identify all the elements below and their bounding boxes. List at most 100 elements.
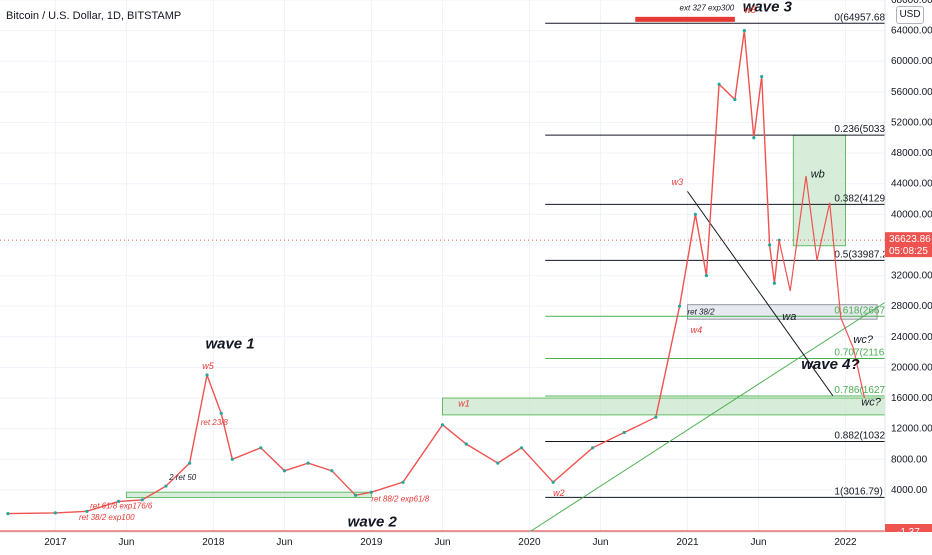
price-line [7, 30, 780, 515]
wave-label: ext 327 exp300 [680, 4, 735, 13]
wave-label: ret 61/8 exp176/6 [90, 501, 153, 510]
time-axis-bg [0, 532, 932, 550]
price-point [6, 512, 10, 516]
wb-target-zone [792, 134, 846, 247]
projection-path [778, 176, 866, 399]
price-tick-label: 16000.00 [891, 393, 932, 404]
support-zone [442, 397, 886, 416]
price-point [768, 243, 772, 247]
fib-level-label: 0.786(16272.14) [834, 385, 907, 396]
price-point [519, 446, 524, 450]
price-point [752, 136, 756, 140]
price-tick-label: 48000.00 [891, 148, 932, 159]
price-point [677, 304, 682, 308]
wave-label: w1 [458, 398, 470, 408]
price-point [622, 430, 626, 435]
wave-label: wave 1 [205, 335, 254, 352]
price-tick-label: 68000.00 [891, 0, 932, 6]
wave-label: w4 [691, 325, 703, 335]
price-point [164, 484, 168, 488]
price-point [760, 74, 764, 79]
price-tick-label: 24000.00 [891, 332, 932, 343]
price-tick-label: 60000.00 [891, 56, 932, 67]
price-tick-label: 44000.00 [891, 179, 932, 190]
price-point [53, 511, 57, 515]
wave-label: ret 23/8 [201, 418, 229, 427]
price-point [772, 281, 776, 285]
price-tick-label: 28000.00 [891, 301, 932, 312]
wave-label: w5 [744, 5, 756, 15]
currency-button[interactable]: USD [896, 6, 924, 24]
wave-label: wb [811, 169, 825, 181]
wave-label: w2 [553, 488, 565, 498]
wave-label: wave 3 [743, 0, 793, 15]
price-axis-bg [885, 0, 932, 550]
price-point [116, 499, 121, 503]
fib-level-label: 0.882(10325.81) [834, 430, 907, 441]
wave2-zone [125, 491, 372, 499]
fib-level-label: 0.382(41296.26) [834, 193, 907, 204]
price-point [330, 469, 334, 473]
wave-label: w5 [202, 361, 214, 371]
price-point [693, 212, 697, 216]
price-tick-label: 32000.00 [891, 271, 932, 282]
time-tick-label: 2019 [360, 537, 383, 548]
price-point [777, 238, 781, 242]
price-point [401, 480, 405, 484]
price-point [733, 97, 737, 102]
price-tick-label: 12000.00 [891, 424, 932, 435]
price-tick-label: 64000.00 [891, 26, 932, 37]
time-tick-label: Jun [434, 537, 450, 548]
price-point [496, 461, 500, 465]
price-point [85, 509, 89, 513]
wave-label: wc? [861, 397, 881, 409]
wave-label: wave 4? [801, 356, 859, 373]
wave-label: wc? [853, 334, 873, 346]
price-point [464, 442, 468, 446]
price-point [219, 411, 223, 415]
ext-bar [635, 16, 735, 22]
price-point [742, 29, 746, 33]
price-point [551, 480, 555, 484]
time-tick-label: Jun [118, 537, 134, 548]
trend-line [529, 301, 886, 533]
price-point [440, 423, 445, 427]
wave-label: ret 38/2 exp100 [79, 513, 135, 522]
time-tick-label: Jun [592, 537, 608, 548]
price-tick-label: 56000.00 [891, 87, 932, 98]
price-point [205, 373, 209, 377]
symbol-header: Bitcoin / U.S. Dollar, 1D, BITSTAMP [6, 10, 182, 22]
time-tick-label: 2018 [202, 537, 225, 548]
price-point [230, 457, 234, 461]
fib-level-label: 0.236(50339.63) [834, 124, 907, 135]
wave-label: ret 88/2 exp61/8 [371, 494, 429, 503]
wave-label: wa [782, 311, 796, 323]
wave-label: wave 2 [348, 514, 398, 531]
price-point [188, 461, 192, 465]
price-point [259, 446, 263, 450]
wa-zone [686, 304, 878, 320]
price-tick-label: 4000.00 [891, 485, 928, 496]
fib-level-label: 1(3016.79) [834, 486, 882, 497]
trend-line [687, 191, 834, 397]
time-tick-label: Jun [276, 537, 292, 548]
time-tick-label: Jun [751, 537, 767, 548]
price-point [704, 273, 709, 278]
price-tick-label: 40000.00 [891, 209, 932, 220]
wave-label: 2 ret 50 [168, 473, 197, 482]
last-price-label: 36623.86 [889, 234, 931, 245]
wave-label: ret 38/2 [687, 308, 715, 317]
time-tick-label: 2022 [834, 537, 857, 548]
time-tick-label: 2020 [518, 537, 541, 548]
countdown-label: 05:08:25 [889, 246, 928, 257]
price-point [591, 446, 595, 450]
price-point [654, 415, 658, 419]
price-tick-label: 52000.00 [891, 117, 932, 128]
price-point [369, 490, 373, 494]
price-point [282, 469, 287, 473]
price-point [140, 498, 144, 502]
fib-level-label: 0.707(21165.47) [834, 348, 907, 359]
price-point [306, 461, 310, 465]
